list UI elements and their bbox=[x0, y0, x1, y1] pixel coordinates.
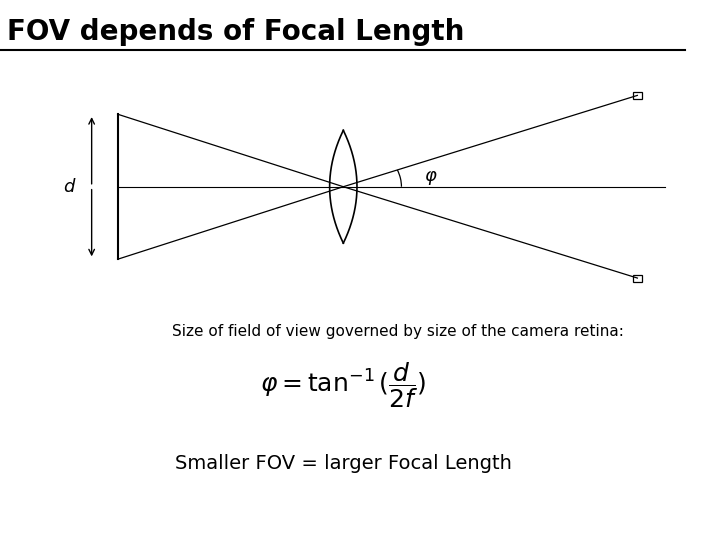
Text: $\varphi = \tan^{-1}(\dfrac{d}{2f})$: $\varphi = \tan^{-1}(\dfrac{d}{2f})$ bbox=[260, 361, 426, 410]
Text: $\varphi$: $\varphi$ bbox=[424, 168, 438, 187]
Text: $d$: $d$ bbox=[63, 178, 76, 195]
Text: FOV depends of Focal Length: FOV depends of Focal Length bbox=[7, 17, 464, 45]
Text: Smaller FOV = larger Focal Length: Smaller FOV = larger Focal Length bbox=[175, 454, 512, 473]
Text: Size of field of view governed by size of the camera retina:: Size of field of view governed by size o… bbox=[172, 325, 624, 339]
